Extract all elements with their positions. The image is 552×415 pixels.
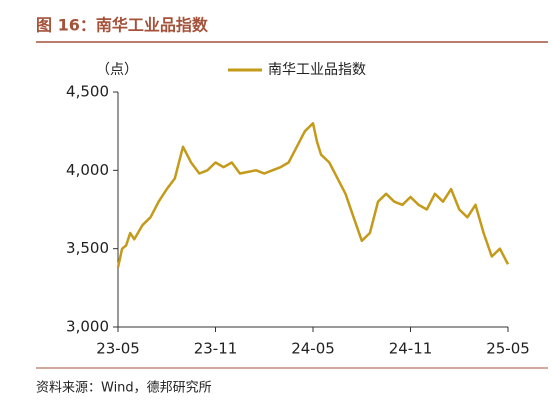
y-tick-label: 4,500 <box>66 83 109 101</box>
y-unit: （点） <box>96 62 138 78</box>
y-tick-label: 3,000 <box>66 318 109 336</box>
x-tick-label: 24-05 <box>291 340 335 358</box>
source: 资料来源：Wind，德邦研究所 <box>36 381 212 396</box>
x-tick-label: 23-11 <box>194 340 238 358</box>
chart-title: 图 16：南华工业品指数 <box>36 16 209 35</box>
y-tick-label: 4,000 <box>66 161 109 179</box>
legend-label: 南华工业品指数 <box>268 62 366 78</box>
x-tick-label: 23-05 <box>96 340 140 358</box>
series-line <box>116 122 510 268</box>
x-tick-label: 24-11 <box>389 340 433 358</box>
x-tick-label: 25-05 <box>486 340 530 358</box>
y-tick-label: 3,500 <box>66 239 109 257</box>
